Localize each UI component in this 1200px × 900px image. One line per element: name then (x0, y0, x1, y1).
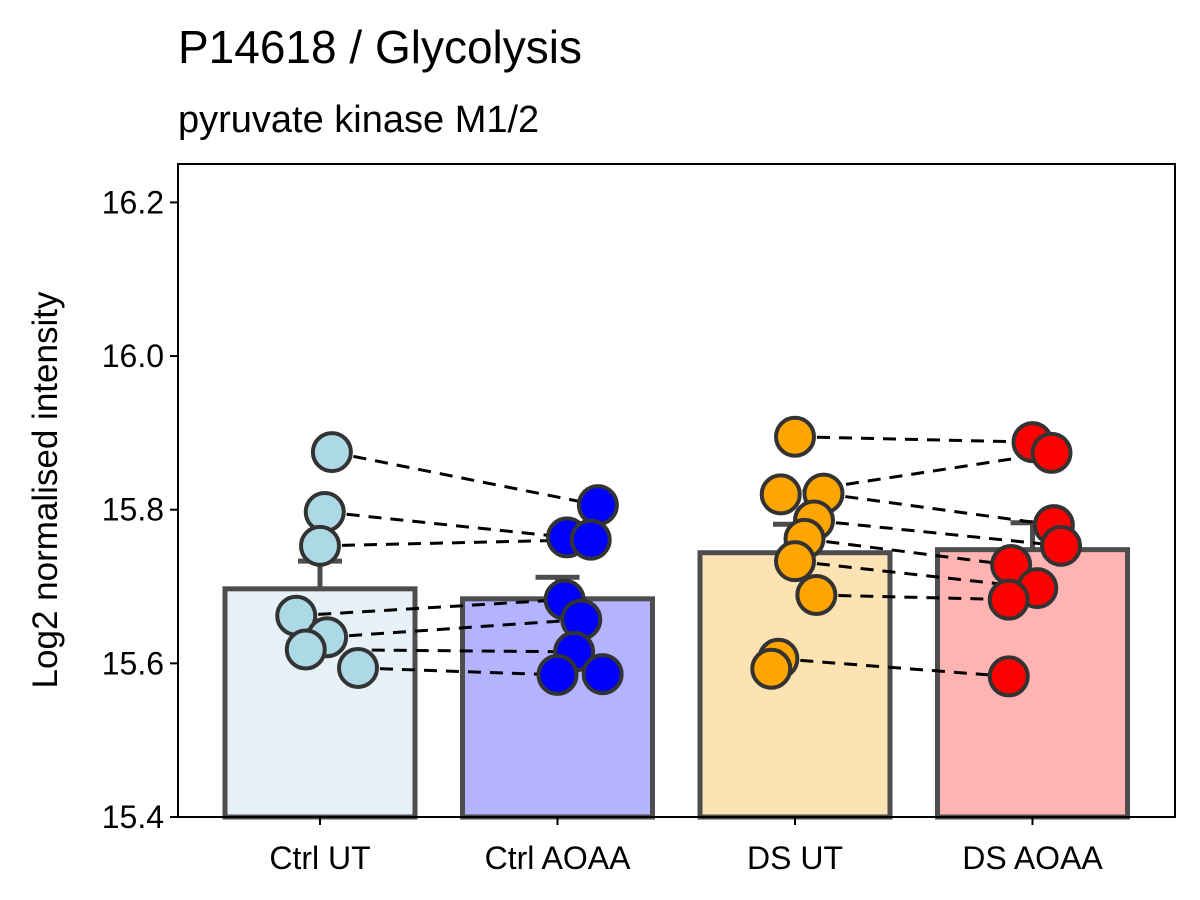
y-tick-label: 16.2 (102, 184, 164, 220)
data-point (303, 491, 346, 534)
paired-line (778, 657, 1009, 678)
data-point (576, 484, 619, 527)
data-point (310, 431, 353, 474)
paired-line (357, 666, 558, 677)
data-point (795, 573, 838, 616)
x-tick-label: DS UT (747, 840, 843, 876)
y-tick-label: 15.6 (102, 645, 164, 681)
plot-area (222, 415, 1130, 820)
data-point (337, 646, 379, 689)
y-tick-label: 16.0 (102, 338, 164, 374)
paired-line (319, 538, 591, 548)
data-point (299, 524, 341, 567)
paired-line (804, 537, 1012, 567)
paired-line (816, 593, 1009, 602)
paired-line (331, 450, 599, 507)
paired-line (324, 510, 568, 539)
paired-line (823, 492, 1055, 527)
chart-subtitle: pyruvate kinase M1/2 (178, 99, 539, 141)
axes: 15.4 15.6 15.8 16.0 16.2 Ctrl UT Ctrl AOAA DS U… (102, 184, 1104, 876)
paired-line (813, 518, 1062, 548)
data-point (1040, 524, 1082, 567)
bar (697, 550, 893, 820)
y-tick-label: 15.8 (102, 492, 164, 528)
data-point (1030, 431, 1073, 474)
chart-title: P14618 / Glycolysis (178, 21, 582, 73)
data-point (774, 540, 816, 583)
paired-line (794, 435, 1033, 444)
data-point (750, 647, 793, 690)
data-point (987, 655, 1030, 698)
data-point (581, 653, 624, 696)
y-tick-label: 15.4 (102, 799, 164, 835)
x-tick-label: DS AOAA (962, 840, 1103, 876)
data-point (774, 415, 816, 458)
data-point (536, 653, 579, 696)
x-tick-label: Ctrl AOAA (485, 840, 631, 876)
data-point (284, 628, 327, 671)
y-axis-label: Log2 normalised intensity (26, 291, 65, 688)
data-point (569, 518, 612, 561)
bar (460, 596, 655, 820)
data-point (987, 578, 1030, 621)
x-tick-label: Ctrl UT (269, 840, 370, 876)
plot-border (177, 163, 1176, 818)
paired-line (296, 598, 565, 618)
data-point (759, 473, 802, 516)
